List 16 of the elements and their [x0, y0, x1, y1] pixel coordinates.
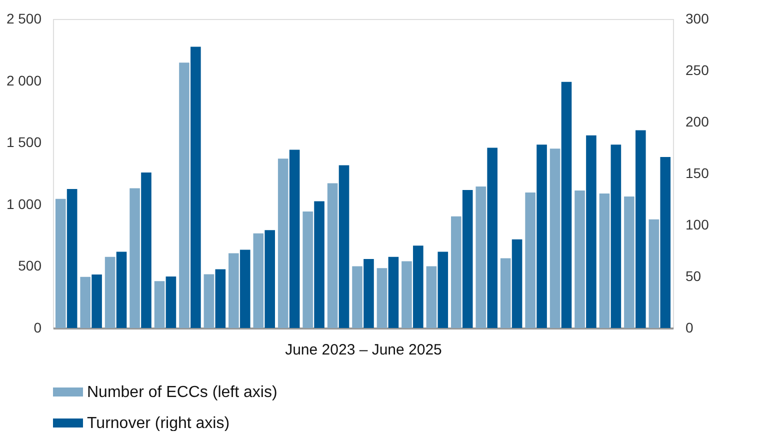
legend-label: Number of ECCs (left axis) [87, 384, 278, 401]
y-tick-label: 1 500 [6, 134, 42, 150]
y2-tick-label: 150 [686, 165, 710, 181]
legend-label: Turnover (right axis) [87, 415, 230, 432]
y-tick-label: 2 000 [6, 72, 42, 88]
y-tick-label: 1 000 [6, 196, 42, 212]
x-axis-title: June 2023 – June 2025 [285, 342, 442, 358]
y2-tick-label: 50 [686, 268, 702, 284]
y2-tick-label: 200 [686, 114, 710, 130]
y-tick-label: 500 [18, 258, 42, 274]
y2-tick-label: 300 [686, 10, 710, 26]
y2-tick-label: 250 [686, 62, 710, 78]
y-tick-label: 0 [34, 320, 42, 336]
y-tick-label: 2 500 [6, 10, 42, 26]
y2-tick-label: 0 [686, 320, 694, 336]
y2-tick-label: 100 [686, 216, 710, 232]
